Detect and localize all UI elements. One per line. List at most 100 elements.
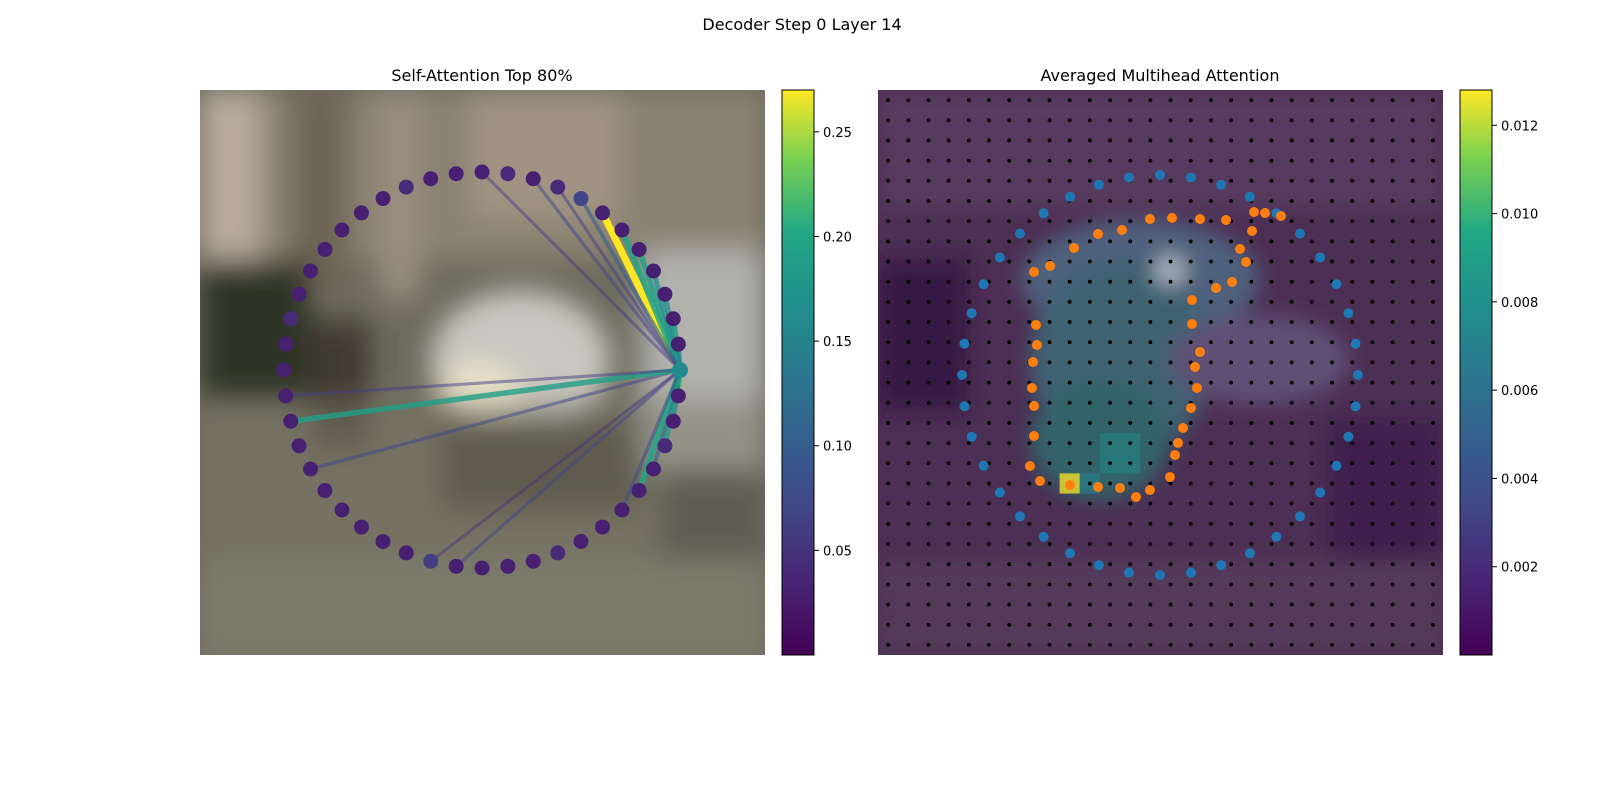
grid-dot [1067, 380, 1072, 385]
grid-dot [1410, 481, 1415, 486]
grid-dot [1007, 501, 1012, 506]
suptitle: Decoder Step 0 Layer 14 [702, 15, 901, 34]
grid-dot [966, 360, 971, 365]
grid-dot [1350, 521, 1355, 526]
blue-point [1124, 567, 1135, 578]
grid-dot [1067, 521, 1072, 526]
grid-dot [1370, 521, 1375, 526]
grid-dot [1370, 340, 1375, 345]
grid-dot [886, 380, 890, 385]
orange-point [1249, 207, 1259, 217]
grid-dot [1309, 562, 1314, 567]
grid-dot [1249, 219, 1254, 224]
grid-dot [1188, 340, 1193, 345]
grid-dot [1269, 461, 1274, 466]
grid-dot [1027, 118, 1032, 123]
grid-dot [1188, 199, 1193, 203]
blue-point [966, 308, 977, 319]
grid-dot [1007, 138, 1012, 143]
grid-dot [1067, 259, 1072, 264]
grid-dot [1047, 622, 1052, 627]
grid-dot [1350, 259, 1355, 264]
attention-node [670, 336, 686, 352]
grid-dot [1047, 643, 1052, 647]
grid-dot [1350, 279, 1355, 284]
grid-dot [1410, 158, 1415, 163]
heatmap-background [878, 90, 1443, 655]
grid-dot [1390, 239, 1395, 244]
grid-dot [1229, 380, 1234, 385]
grid-dot [1128, 542, 1133, 546]
blue-point [1124, 172, 1135, 183]
grid-dot [1431, 158, 1435, 163]
grid-dot [906, 582, 911, 587]
orange-point [1195, 347, 1205, 357]
grid-dot [1269, 421, 1274, 425]
grid-dot [886, 643, 890, 647]
grid-dot [926, 259, 931, 264]
blue-point [1343, 431, 1354, 442]
grid-dot [1431, 199, 1435, 203]
grid-dot [1108, 501, 1112, 506]
orange-point [1227, 277, 1237, 287]
orange-point [1035, 476, 1045, 486]
grid-dot [1027, 259, 1032, 264]
grid-dot [886, 582, 890, 587]
grid-dot [906, 219, 911, 224]
grid-dot [1047, 542, 1052, 546]
grid-dot [1007, 279, 1012, 284]
grid-dot [1087, 400, 1092, 405]
attention-node [278, 336, 294, 352]
grid-dot [1007, 360, 1012, 365]
grid-dot [1350, 421, 1355, 425]
grid-dot [1390, 320, 1395, 324]
grid-dot [1007, 582, 1012, 587]
grid-dot [1370, 400, 1375, 405]
blue-point [978, 279, 989, 290]
grid-dot [987, 481, 991, 486]
grid-dot [1087, 622, 1092, 627]
grid-dot [926, 501, 931, 506]
grid-dot [1027, 622, 1032, 627]
blue-point [1295, 511, 1306, 522]
grid-dot [926, 622, 931, 627]
grid-dot [1249, 340, 1254, 345]
grid-dot [1007, 199, 1012, 203]
grid-dot [1168, 138, 1173, 143]
grid-dot [1168, 602, 1173, 607]
grid-dot [1027, 501, 1032, 506]
grid-dot [1289, 521, 1294, 526]
grid-dot [1350, 98, 1355, 102]
colorbar-tick-label: 0.05 [823, 544, 852, 559]
grid-dot [1309, 360, 1314, 365]
grid-dot [1390, 118, 1395, 123]
grid-dot [1087, 98, 1092, 102]
grid-dot [1087, 219, 1092, 224]
grid-dot [1370, 259, 1375, 264]
grid-dot [1209, 501, 1213, 506]
grid-dot [966, 622, 971, 627]
grid-dot [1108, 219, 1112, 224]
attention-node [276, 362, 292, 378]
grid-dot [926, 299, 931, 304]
grid-dot [987, 239, 991, 244]
grid-dot [1370, 380, 1375, 385]
grid-dot [1128, 380, 1133, 385]
blue-point [1315, 487, 1326, 498]
orange-point [1069, 243, 1079, 253]
grid-dot [1128, 138, 1133, 143]
attention-node [423, 553, 439, 569]
grid-dot [1330, 118, 1334, 123]
grid-dot [1007, 622, 1012, 627]
orange-point [1027, 383, 1037, 393]
grid-dot [1067, 158, 1072, 163]
grid-dot [1087, 118, 1092, 123]
orange-point [1117, 225, 1127, 235]
grid-dot [926, 542, 931, 546]
grid-dot [1229, 259, 1234, 264]
grid-dot [1007, 98, 1012, 102]
grid-dot [1027, 158, 1032, 163]
grid-dot [1330, 421, 1334, 425]
grid-dot [946, 158, 951, 163]
grid-dot [1350, 118, 1355, 123]
